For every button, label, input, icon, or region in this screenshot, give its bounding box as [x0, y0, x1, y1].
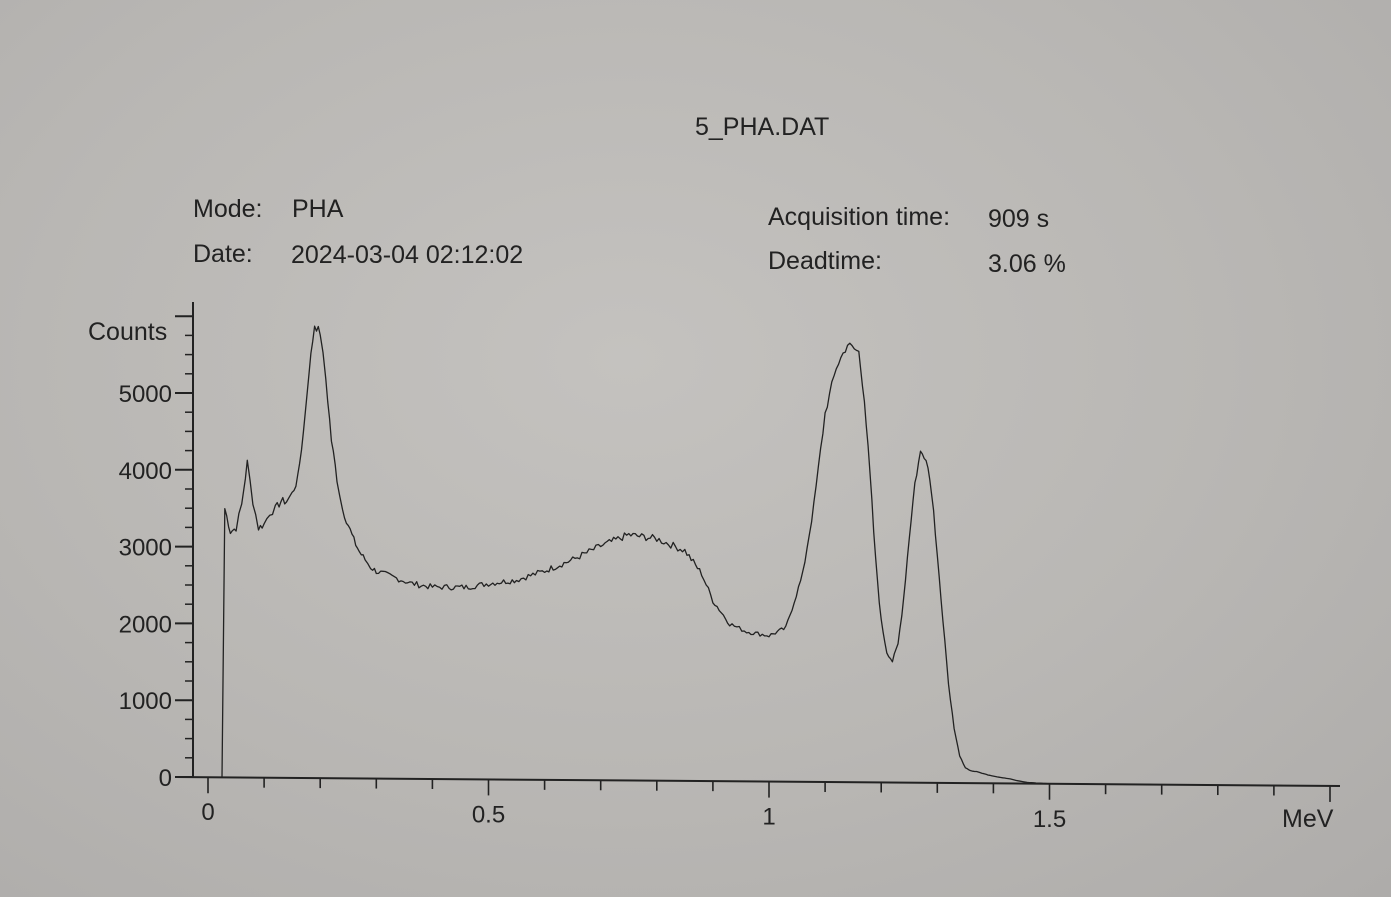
chart-axes — [175, 302, 1341, 802]
x-tick-label: 1.5 — [1033, 806, 1066, 833]
y-axis-title: Counts — [88, 318, 167, 346]
mode-label: Mode: — [193, 195, 263, 223]
date-label: Date: — [193, 240, 253, 268]
x-axis-title: MeV — [1282, 805, 1334, 833]
y-tick-label: 0 — [159, 765, 172, 792]
chart-labels: 0 1000 2000 3000 4000 5000 0 0.5 1 1.5 Counts MeV — [88, 318, 1334, 833]
y-tick-label: 4000 — [119, 458, 172, 485]
series-line — [207, 325, 1330, 787]
acquisition-time-value: 909 s — [988, 205, 1050, 233]
y-tick-label: 5000 — [119, 381, 172, 408]
x-tick-label: 0 — [201, 799, 214, 826]
acquisition-time-label: Acquisition time: — [768, 203, 951, 231]
chart-title: 5_PHA.DAT — [695, 113, 830, 141]
y-tick-label: 2000 — [119, 611, 172, 638]
series-layer — [207, 325, 1330, 787]
deadtime-value: 3.06 % — [988, 250, 1066, 278]
x-tick-label: 1 — [762, 804, 775, 831]
y-tick-label: 3000 — [119, 535, 172, 562]
x-tick-label: 0.5 — [472, 801, 505, 828]
deadtime-label: Deadtime: — [768, 247, 882, 275]
y-tick-label: 1000 — [119, 688, 172, 715]
mode-value: PHA — [292, 195, 344, 223]
date-value: 2024-03-04 02:12:02 — [291, 241, 524, 269]
